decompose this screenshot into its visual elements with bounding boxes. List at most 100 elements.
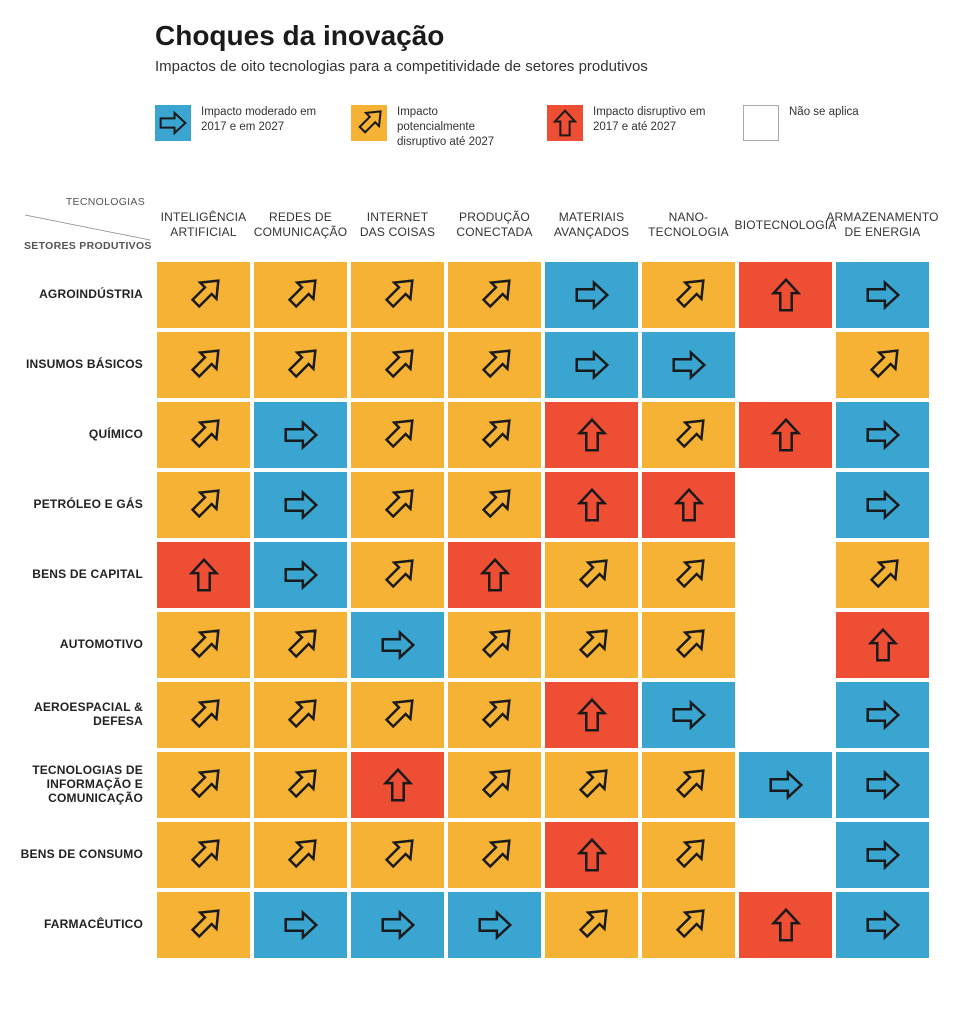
impact-cell [446,400,543,470]
impact-cell [834,750,931,820]
impact-cell [155,400,252,470]
impact-cell [834,820,931,890]
row-header: AGROINDÚSTRIA [20,260,155,330]
impact-cell [640,330,737,400]
impact-cell [543,610,640,680]
row-header: INSUMOS BÁSICOS [20,330,155,400]
impact-cell [155,750,252,820]
legend: Impacto moderado em 2017 e em 2027 Impact… [155,105,933,150]
row-header: TECNOLOGIAS DE INFORMAÇÃO E COMUNICAÇÃO [20,750,155,820]
impact-cell [834,680,931,750]
column-header: PRODUÇÃO CONECTADA [446,190,543,260]
impact-cell [640,680,737,750]
impact-cell [446,610,543,680]
column-header: REDES DE COMUNICAÇÃO [252,190,349,260]
impact-cell [640,890,737,960]
row-header: AEROESPACIAL & DEFESA [20,680,155,750]
legend-item: Impacto moderado em 2017 e em 2027 [155,105,321,141]
impact-cell [543,540,640,610]
impact-cell [349,540,446,610]
impact-cell [252,750,349,820]
impact-cell [640,470,737,540]
impact-cell [543,470,640,540]
impact-cell [252,470,349,540]
column-header: ARMAZENAMENTO DE ENERGIA [834,190,931,260]
legend-item: Não se aplica [743,105,859,141]
impact-cell [446,750,543,820]
legend-label: Impacto disruptivo em 2017 e até 2027 [593,105,713,135]
impact-cell [252,890,349,960]
impact-cell [834,470,931,540]
corner-top-label: TECNOLOGIAS [66,196,145,208]
impact-cell [155,260,252,330]
corner-labels: TECNOLOGIAS SETORES PRODUTIVOS [20,190,155,260]
impact-cell [349,400,446,470]
impact-cell [155,890,252,960]
impact-cell [834,610,931,680]
legend-label: Impacto moderado em 2017 e em 2027 [201,105,321,135]
impact-cell [349,680,446,750]
row-header: AUTOMOTIVO [20,610,155,680]
impact-cell [640,820,737,890]
impact-cell [543,680,640,750]
impact-cell [640,750,737,820]
column-header: INTERNET DAS COISAS [349,190,446,260]
impact-cell [737,680,834,750]
impact-cell [446,260,543,330]
impact-cell [737,330,834,400]
legend-swatch [155,105,191,141]
row-header: QUÍMICO [20,400,155,470]
column-header: NANO-TECNOLOGIA [640,190,737,260]
impact-cell [737,470,834,540]
row-header: FARMACÊUTICO [20,890,155,960]
impact-cell [446,680,543,750]
impact-cell [252,540,349,610]
impact-cell [155,540,252,610]
page-title: Choques da inovação [155,20,933,52]
impact-cell [349,260,446,330]
impact-cell [446,330,543,400]
legend-item: Impacto potencialmente disruptivo até 20… [351,105,517,150]
impact-cell [834,890,931,960]
column-header: INTELIGÊNCIA ARTIFICIAL [155,190,252,260]
impact-cell [834,400,931,470]
impact-cell [155,610,252,680]
impact-cell [252,820,349,890]
impact-cell [834,330,931,400]
legend-item: Impacto disruptivo em 2017 e até 2027 [547,105,713,141]
impact-cell [349,470,446,540]
legend-label: Não se aplica [789,105,859,120]
impact-cell [640,540,737,610]
impact-cell [543,750,640,820]
impact-cell [252,610,349,680]
impact-cell [446,540,543,610]
impact-cell [543,820,640,890]
legend-swatch [351,105,387,141]
impact-cell [834,260,931,330]
impact-matrix: TECNOLOGIAS SETORES PRODUTIVOS AGROINDÚS… [20,190,933,960]
impact-cell [252,260,349,330]
impact-cell [640,610,737,680]
impact-cell [252,330,349,400]
impact-cell [737,890,834,960]
column-header: MATERIAIS AVANÇADOS [543,190,640,260]
impact-cell [349,610,446,680]
impact-cell [543,400,640,470]
impact-cell [543,890,640,960]
impact-cell [543,260,640,330]
impact-cell [155,820,252,890]
impact-cell [446,890,543,960]
impact-cell [349,750,446,820]
impact-cell [737,260,834,330]
row-header: PETRÓLEO E GÁS [20,470,155,540]
impact-cell [543,330,640,400]
legend-label: Impacto potencialmente disruptivo até 20… [397,105,517,150]
impact-cell [155,680,252,750]
impact-cell [252,400,349,470]
row-header: BENS DE CONSUMO [20,820,155,890]
legend-swatch [743,105,779,141]
page-subtitle: Impactos de oito tecnologias para a comp… [155,58,933,75]
impact-cell [640,400,737,470]
impact-cell [349,820,446,890]
impact-cell [155,330,252,400]
